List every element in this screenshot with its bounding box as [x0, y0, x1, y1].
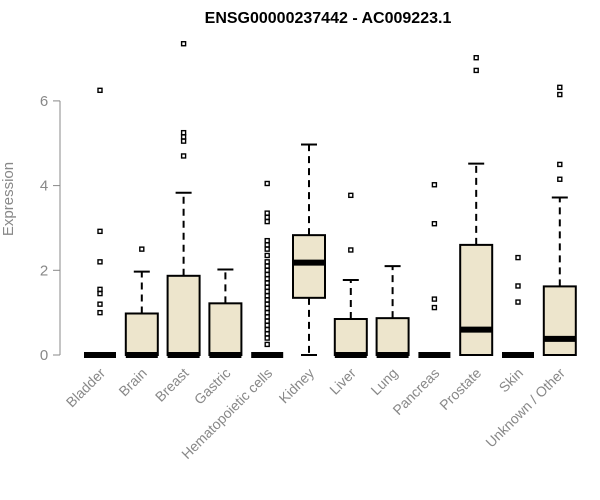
outlier-point: [264, 309, 270, 316]
x-tick-label: Breast: [152, 365, 192, 405]
outlier-point: [264, 318, 270, 324]
outlier-point: [97, 228, 103, 235]
outlier-point: [97, 301, 103, 307]
outlier-point: [264, 263, 270, 269]
outlier-point: [264, 259, 270, 265]
box-gastric: [208, 268, 243, 358]
outlier-point: [264, 326, 270, 333]
outlier-point: [431, 182, 438, 188]
x-tick-label: Kidney: [276, 365, 318, 407]
box-brain: [124, 246, 159, 358]
outlier-point: [348, 192, 354, 199]
x-tick-label: Prostate: [436, 365, 484, 413]
box-iqr: [542, 285, 577, 357]
outlier-point: [180, 129, 187, 136]
outlier-point: [264, 180, 270, 187]
outlier-point: [264, 280, 270, 286]
outlier-point: [264, 276, 270, 282]
outlier-point: [264, 331, 270, 337]
outlier-point: [264, 210, 270, 216]
outlier-point: [264, 297, 270, 303]
box-iqr: [208, 302, 243, 357]
box-skin: [502, 254, 534, 358]
outlier-point: [348, 247, 354, 253]
x-tick-label: Liver: [326, 365, 359, 398]
outlier-point: [180, 41, 187, 47]
y-tick-label: 6: [40, 93, 48, 110]
x-tick-label: Lung: [367, 365, 400, 398]
outlier-point: [264, 335, 270, 341]
outlier-point: [515, 299, 521, 305]
box-series: [84, 41, 577, 358]
x-tick-label: Bladder: [63, 365, 109, 411]
outlier-point: [264, 305, 270, 312]
outlier-point: [97, 259, 103, 265]
outlier-point: [557, 84, 563, 91]
outlier-point: [264, 246, 270, 252]
x-tick-label: Unknown / Other: [482, 365, 568, 451]
box-iqr: [124, 312, 159, 357]
outlier-point: [431, 304, 438, 311]
box-breast: [166, 41, 201, 358]
box-unknown-other: [542, 84, 577, 357]
outlier-point: [264, 252, 270, 259]
outlier-point: [431, 296, 438, 302]
y-axis-label: Expression: [0, 162, 17, 236]
outlier-point: [264, 293, 270, 299]
outlier-point: [515, 283, 521, 289]
box-hematopoietic-cells: [251, 180, 284, 358]
box-iqr: [292, 234, 326, 299]
outlier-point: [264, 341, 270, 348]
outlier-point: [264, 237, 270, 244]
box-lung: [375, 265, 410, 358]
outlier-point: [264, 284, 270, 290]
outlier-point: [264, 301, 270, 307]
box-iqr: [333, 318, 368, 357]
outlier-point: [180, 153, 187, 159]
outlier-point: [557, 176, 563, 182]
outlier-point: [431, 221, 438, 227]
outlier-point: [515, 254, 521, 261]
box-iqr: [166, 274, 201, 357]
outlier-point: [264, 314, 270, 320]
outlier-point: [180, 138, 187, 144]
outlier-point: [180, 134, 187, 140]
box-prostate: [459, 55, 494, 356]
outlier-point: [97, 290, 103, 297]
x-tick-label: Brain: [115, 365, 149, 399]
outlier-point: [264, 267, 270, 273]
outlier-point: [97, 286, 103, 293]
box-kidney: [292, 143, 326, 356]
box-pancreas: [418, 182, 451, 358]
outlier-point: [264, 218, 270, 225]
outlier-point: [264, 214, 270, 221]
outlier-point: [97, 309, 103, 316]
chart-title: ENSG00000237442 - AC009223.1: [205, 10, 452, 27]
box-iqr: [459, 243, 494, 356]
y-axis-ticks: 0 2 4 6: [40, 93, 60, 364]
box-liver: [333, 192, 368, 358]
outlier-point: [557, 91, 563, 98]
x-tick-label: Skin: [496, 365, 527, 396]
outlier-point: [473, 55, 479, 61]
outlier-point: [264, 288, 270, 295]
y-tick-label: 4: [40, 178, 48, 195]
outlier-point: [264, 242, 270, 248]
outlier-point: [139, 246, 145, 252]
y-tick-label: 2: [40, 262, 48, 279]
y-tick-label: 0: [40, 347, 48, 364]
outlier-point: [557, 161, 563, 168]
box-bladder: [84, 87, 116, 358]
outlier-point: [264, 322, 270, 329]
outlier-point: [264, 271, 270, 278]
outlier-point: [473, 67, 479, 74]
outlier-point: [97, 87, 103, 94]
box-iqr: [375, 317, 410, 356]
